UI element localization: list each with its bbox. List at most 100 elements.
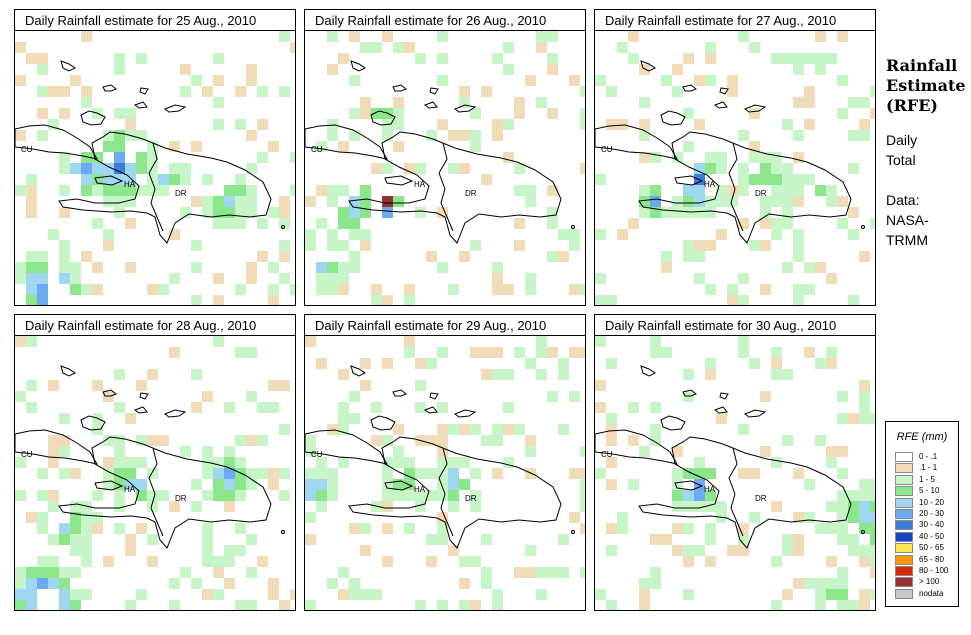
rain-cell <box>147 185 158 196</box>
rain-cell <box>705 196 716 207</box>
rain-cell <box>279 218 290 229</box>
rain-cell <box>246 64 257 75</box>
rain-cell <box>48 556 59 567</box>
rain-cell <box>382 163 393 174</box>
rain-cell <box>782 435 793 446</box>
rain-cell <box>459 424 470 435</box>
rain-cell <box>338 284 349 295</box>
rain-cell <box>290 589 295 600</box>
rain-cell <box>525 196 536 207</box>
rain-cell <box>382 196 393 207</box>
rain-cell <box>448 468 459 479</box>
rain-cell <box>158 435 169 446</box>
legend-swatch <box>895 588 913 599</box>
legend-label: 50 - 65 <box>919 543 944 553</box>
rain-cell <box>771 53 782 64</box>
legend-swatch <box>895 452 913 462</box>
rain-cell <box>327 64 338 75</box>
rain-cell <box>404 468 415 479</box>
rain-cell <box>125 479 136 490</box>
rain-cell <box>26 53 37 64</box>
rain-cell <box>437 424 448 435</box>
rain-cell <box>349 218 360 229</box>
rain-cell <box>771 152 782 163</box>
rain-cell <box>470 424 481 435</box>
rain-cell <box>859 402 870 413</box>
panel-title: Daily Rainfall estimate for 26 Aug., 201… <box>305 10 585 31</box>
rain-cell <box>268 402 279 413</box>
coastline-outline <box>674 480 704 491</box>
rain-cell <box>569 240 580 251</box>
rain-cell <box>125 545 136 556</box>
rain-cell <box>202 556 213 567</box>
rain-cell <box>37 284 48 295</box>
rain-cell <box>804 578 815 589</box>
coastline-outline <box>370 415 396 431</box>
rain-cell <box>81 556 92 567</box>
coastline-outline <box>743 104 767 113</box>
rain-cell <box>70 567 81 578</box>
rainfall-grid: CU HA DR <box>15 31 295 305</box>
rain-cell <box>136 490 147 501</box>
rain-cell <box>683 108 694 119</box>
rain-cell <box>103 141 114 152</box>
rain-cell <box>202 490 213 501</box>
rain-cell <box>448 130 459 141</box>
rain-cell <box>382 207 393 218</box>
rain-cell <box>327 240 338 251</box>
rain-cell <box>235 435 246 446</box>
rain-cell <box>481 578 492 589</box>
rain-cell <box>59 262 70 273</box>
rain-cell <box>191 240 202 251</box>
rain-cell <box>793 295 804 305</box>
rain-cell <box>393 141 404 152</box>
rain-cell <box>793 251 804 262</box>
rain-cell <box>360 97 371 108</box>
rain-cell <box>683 53 694 64</box>
rain-cell <box>257 152 268 163</box>
small-island-marker <box>571 225 575 229</box>
rain-cell <box>683 240 694 251</box>
rain-cell <box>202 391 213 402</box>
rain-cell <box>279 31 290 42</box>
rain-cell <box>191 295 202 305</box>
rain-cell <box>782 218 793 229</box>
legend-swatch <box>895 554 913 565</box>
rain-cell <box>639 600 650 610</box>
rain-cell <box>191 402 202 413</box>
rain-cell <box>92 185 103 196</box>
rain-cell <box>448 163 459 174</box>
rain-cell <box>327 479 338 490</box>
rain-cell <box>279 424 290 435</box>
rain-cell <box>305 468 316 479</box>
rain-cell <box>694 163 705 174</box>
rain-cell <box>738 130 749 141</box>
rain-cell <box>305 435 316 446</box>
coastline-outline <box>392 84 407 92</box>
rain-cell <box>103 457 114 468</box>
rain-cell <box>650 534 661 545</box>
rain-cell <box>316 501 327 512</box>
rain-cell <box>158 284 169 295</box>
rain-cell <box>826 53 837 64</box>
rain-cell <box>48 119 59 130</box>
rain-cell <box>26 589 37 600</box>
rain-cell <box>437 119 448 130</box>
rain-cell <box>536 31 547 42</box>
rain-cell <box>470 347 481 358</box>
rain-cell <box>338 53 349 64</box>
rain-cell <box>738 523 749 534</box>
rain-cell <box>382 523 393 534</box>
rain-cell <box>804 262 815 273</box>
rain-cell <box>136 152 147 163</box>
legend-label: 80 - 100 <box>919 566 949 575</box>
rain-cell <box>837 75 848 86</box>
rain-cell <box>683 589 694 600</box>
rain-cell <box>804 479 815 490</box>
rain-cell <box>771 185 782 196</box>
country-label: HA <box>414 485 426 494</box>
rain-cell <box>437 512 448 523</box>
rain-cell <box>503 152 514 163</box>
rain-cell <box>279 251 290 262</box>
rain-cell <box>826 185 837 196</box>
